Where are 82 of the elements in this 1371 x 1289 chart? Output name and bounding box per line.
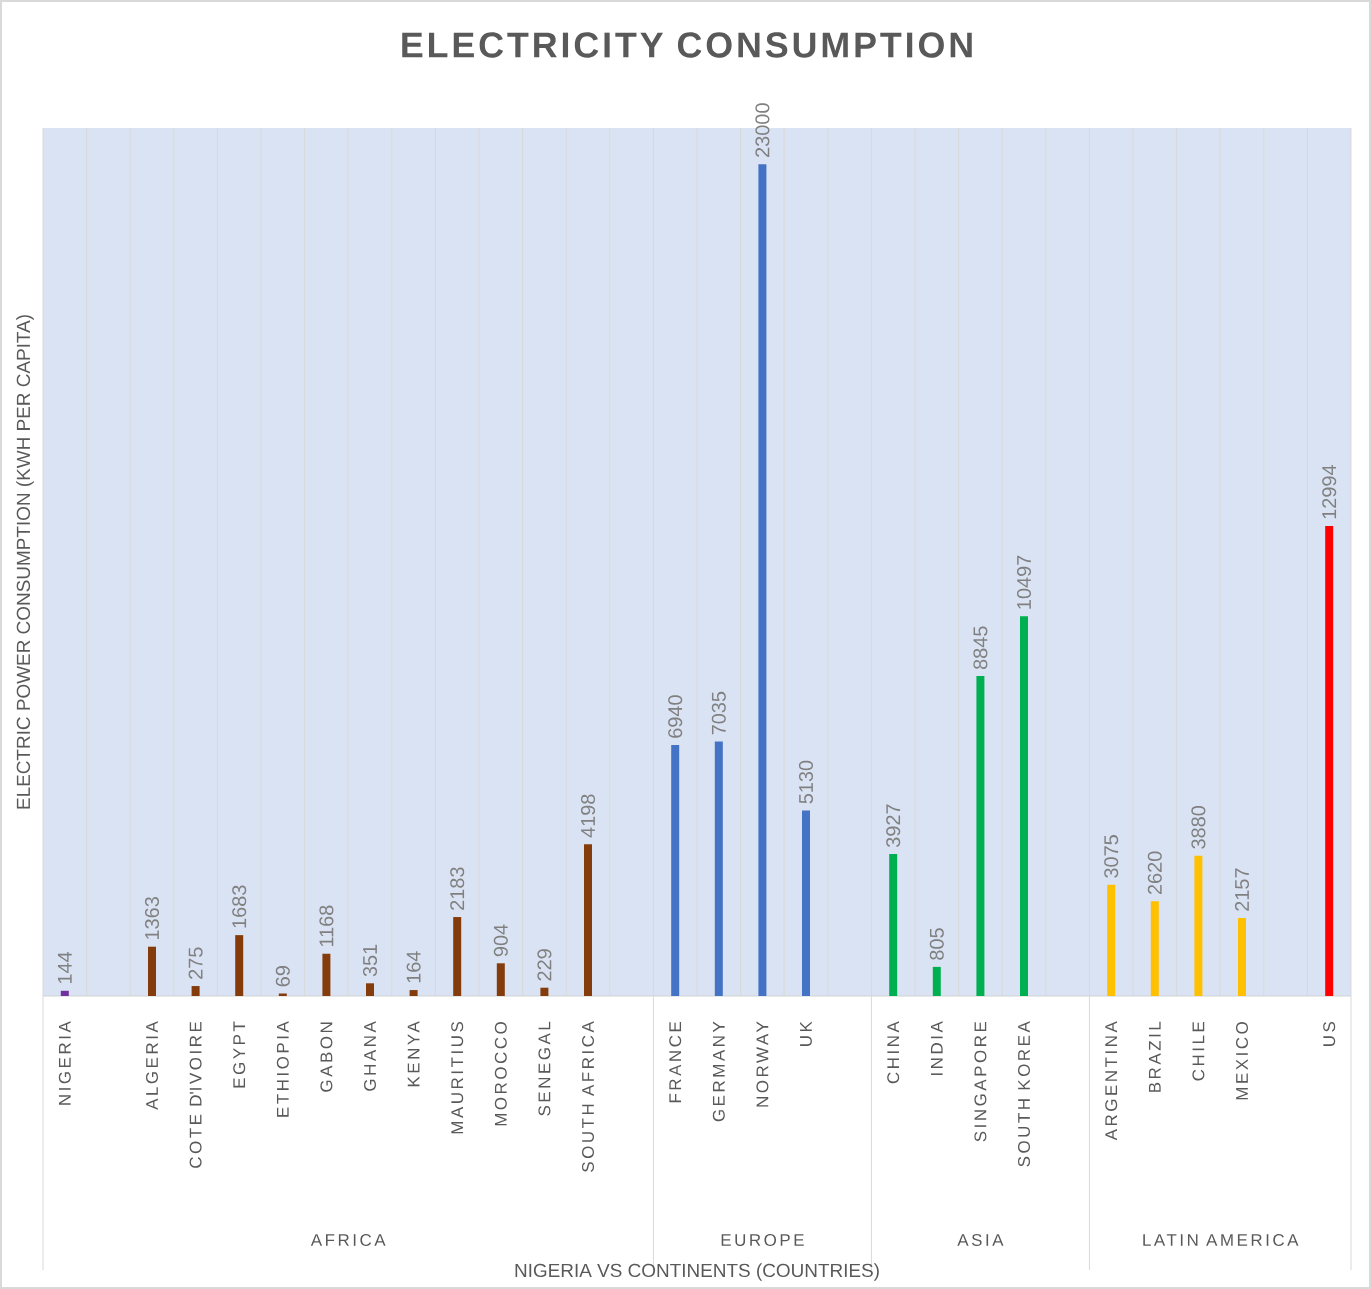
text: AFRICA xyxy=(310,1234,386,1246)
chart-title: ELECTRICITY CONSUMPTION xyxy=(402,32,972,58)
x-tick-label: BRAZIL xyxy=(1148,1021,1161,1092)
bar xyxy=(1237,917,1246,996)
data-label: 10497 xyxy=(1016,555,1032,609)
bar xyxy=(802,810,810,996)
x-tick-label: NIGERIA xyxy=(58,1021,71,1105)
text: LATIN AMERICA xyxy=(1143,1234,1299,1246)
x-tick-label: MAURITIUS xyxy=(451,1022,464,1134)
y-axis-title: ELECTRIC POWER CONSUMPTION (KWH PER CAPITA) xyxy=(16,315,34,809)
bar xyxy=(976,676,985,996)
x-tick-label: UK xyxy=(800,1021,812,1046)
bar xyxy=(148,946,157,996)
bar xyxy=(671,744,680,996)
data-label: 1683 xyxy=(232,885,247,928)
data-label: 8845 xyxy=(973,626,988,670)
x-tick-label: INDIA xyxy=(930,1021,943,1075)
data-label: 3880 xyxy=(1191,805,1206,849)
bar xyxy=(1107,884,1116,996)
data-label: 3927 xyxy=(886,804,901,847)
data-label: 351 xyxy=(362,944,378,977)
bar xyxy=(714,741,723,996)
x-tick-label: ETHIOPIA xyxy=(276,1021,289,1117)
x-tick-label: CHILE xyxy=(1192,1021,1205,1081)
bar xyxy=(1150,901,1159,996)
text: EUROPE xyxy=(721,1234,804,1246)
data-label: 904 xyxy=(493,924,508,957)
bar xyxy=(758,164,767,996)
data-label: 7035 xyxy=(711,691,726,735)
data-label: 2157 xyxy=(1234,868,1250,911)
bar xyxy=(932,966,941,996)
data-label: 144 xyxy=(57,951,72,984)
bar xyxy=(1020,616,1028,996)
bar xyxy=(540,987,549,996)
bar xyxy=(278,993,287,996)
bar xyxy=(1194,855,1203,996)
x-tick-label: ALGERIA xyxy=(146,1021,159,1110)
bar xyxy=(235,935,244,996)
x-tick-label: MOROCCO xyxy=(494,1022,507,1126)
x-axis-title: NIGERIA VS CONTINENTS (COUNTRIES) xyxy=(515,1263,879,1281)
data-label: 1363 xyxy=(144,897,160,939)
data-label: 2620 xyxy=(1147,851,1162,895)
x-tick-label: GERMANY xyxy=(712,1021,725,1122)
bar xyxy=(322,953,331,996)
x-tick-label: FRANCE xyxy=(669,1021,682,1103)
bar xyxy=(889,853,898,996)
data-label: 3075 xyxy=(1104,835,1119,878)
bar xyxy=(1325,526,1334,996)
data-label: 229 xyxy=(537,949,552,981)
bar xyxy=(191,986,200,996)
bar xyxy=(453,917,462,996)
data-label: 2183 xyxy=(450,867,465,910)
data-label: 6940 xyxy=(668,695,683,738)
bar xyxy=(60,990,69,996)
data-label: 4198 xyxy=(580,794,596,838)
x-tick-label: EGYPT xyxy=(233,1021,246,1088)
data-label: 805 xyxy=(929,928,944,960)
x-tick-label: SOUTH KOREA xyxy=(1018,1021,1030,1167)
x-tick-label: GABON xyxy=(320,1022,333,1092)
data-label: 5130 xyxy=(798,760,814,804)
data-label: 164 xyxy=(406,951,421,983)
bar xyxy=(496,963,505,996)
data-label: 12994 xyxy=(1322,465,1337,519)
x-tick-label: NORWAY xyxy=(756,1021,769,1107)
x-tick-label: ARGENTINA xyxy=(1105,1021,1118,1141)
data-label: 275 xyxy=(188,947,203,979)
bar xyxy=(584,844,592,996)
data-label: 23000 xyxy=(755,103,770,157)
data-label: 69 xyxy=(275,966,290,987)
x-tick-label: SENEGAL xyxy=(538,1021,551,1116)
text: ASIA xyxy=(957,1234,1004,1246)
x-tick-label: COTE D'IVOIRE xyxy=(189,1021,202,1168)
x-tick-label: US xyxy=(1323,1022,1336,1046)
bar xyxy=(366,983,374,996)
x-tick-label: KENYA xyxy=(407,1021,420,1087)
bar xyxy=(409,990,418,996)
data-label: 1168 xyxy=(319,905,334,947)
x-tick-label: CHINA xyxy=(887,1021,900,1084)
x-tick-label: MEXICO xyxy=(1236,1022,1248,1100)
x-tick-label: GHANA xyxy=(364,1021,377,1091)
x-tick-label: SOUTH AFRICA xyxy=(582,1021,594,1172)
x-tick-label: SINGAPORE xyxy=(974,1021,987,1142)
